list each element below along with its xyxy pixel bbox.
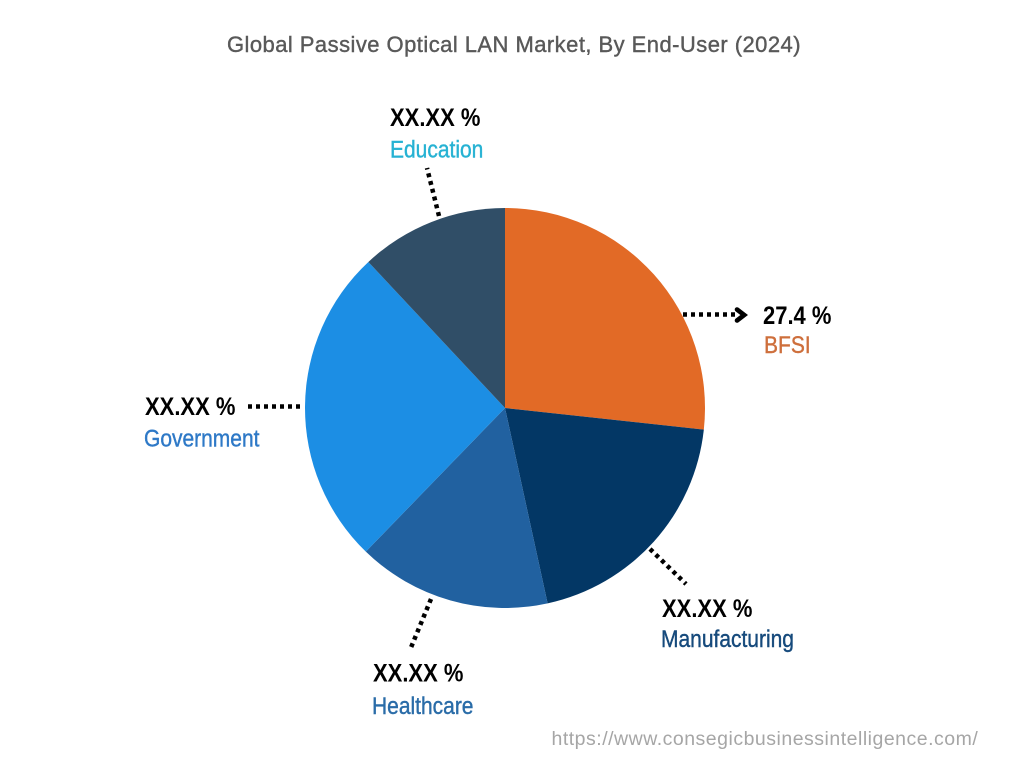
svg-text:Global Passive Optical LAN Mar: Global Passive Optical LAN Market, By En… (227, 32, 801, 57)
svg-text:XX.XX %: XX.XX % (145, 393, 236, 420)
svg-text:Government: Government (144, 425, 260, 451)
svg-text:XX.XX %: XX.XX % (662, 595, 753, 622)
svg-text:Healthcare: Healthcare (372, 693, 473, 719)
svg-text:27.4 %: 27.4 % (763, 302, 832, 329)
svg-text:XX.XX %: XX.XX % (373, 659, 464, 686)
svg-text:https://www.consegicbusinessin: https://www.consegicbusinessintelligence… (552, 728, 979, 750)
svg-text:XX.XX %: XX.XX % (390, 104, 481, 131)
svg-text:Education: Education (390, 136, 483, 162)
svg-text:BFSI: BFSI (764, 332, 811, 358)
svg-text:Manufacturing: Manufacturing (661, 626, 794, 652)
